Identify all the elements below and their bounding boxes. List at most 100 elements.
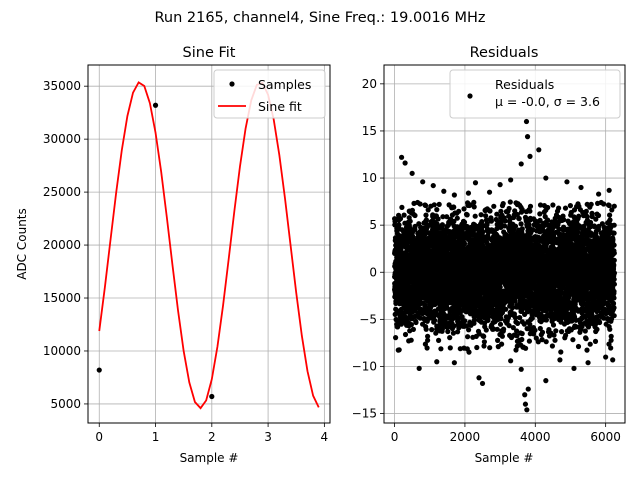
residual-point	[539, 329, 546, 335]
residual-point	[480, 229, 486, 235]
residual-point	[434, 207, 440, 213]
residual-point	[444, 305, 450, 311]
residual-point	[550, 202, 556, 208]
sine-fit-plot-area	[96, 81, 320, 410]
residual-point	[543, 339, 549, 345]
sample-point	[152, 102, 159, 108]
residual-point	[500, 201, 506, 207]
y-tick-label: 10000	[43, 344, 81, 358]
residuals-axes: Residuals 0 2000 4000 6000 −15−10−505101520…	[352, 45, 626, 465]
residual-point	[461, 206, 467, 212]
residual-point	[436, 201, 442, 207]
residual-point	[397, 216, 404, 222]
y-tick-label: 35000	[43, 79, 81, 93]
residual-point	[431, 202, 437, 208]
residual-point	[455, 329, 461, 335]
residual-point	[518, 221, 524, 227]
residual-point	[497, 321, 504, 327]
residual-point	[532, 327, 538, 333]
residual-point	[407, 218, 413, 224]
residual-point	[464, 323, 470, 329]
residual-point	[465, 334, 471, 340]
residual-point	[412, 223, 418, 229]
residual-point	[435, 216, 441, 222]
x-tick-label: 1	[152, 430, 160, 444]
residual-point	[526, 338, 533, 344]
y-tick-label: 25000	[43, 185, 81, 199]
residual-point	[545, 204, 551, 211]
residual-point	[438, 346, 444, 352]
residual-point	[497, 284, 503, 290]
sine-fit-xlabel: Sample #	[180, 451, 239, 465]
residual-point	[498, 316, 504, 322]
residual-point	[550, 322, 557, 328]
residual-point	[417, 201, 423, 207]
residual-point	[451, 218, 457, 224]
residual-point	[556, 205, 562, 211]
residual-point	[396, 347, 402, 353]
residual-point	[401, 212, 407, 218]
residual-point	[436, 337, 442, 343]
sine-fit-frame	[87, 64, 331, 424]
residual-point	[559, 329, 565, 335]
residual-point	[454, 215, 460, 221]
residual-point	[413, 319, 419, 326]
residual-point	[440, 214, 446, 220]
y-tick-label: 5000	[50, 397, 81, 411]
residual-point	[456, 208, 462, 214]
residual-point	[558, 349, 564, 355]
residual-point	[471, 317, 478, 323]
residual-point	[483, 213, 489, 219]
residual-point	[481, 333, 487, 339]
residual-point	[471, 204, 477, 210]
residual-point	[393, 335, 399, 341]
residual-point	[423, 202, 429, 209]
residual-point	[439, 222, 445, 228]
residual-point	[549, 343, 556, 349]
residual-point	[423, 212, 429, 218]
residual-point	[396, 222, 402, 228]
residual-point	[562, 205, 569, 211]
residual-point	[450, 330, 456, 336]
residual-point	[432, 317, 438, 323]
residual-point	[467, 202, 473, 208]
residual-point	[464, 212, 470, 218]
residual-point	[495, 337, 501, 343]
residual-point	[466, 327, 472, 333]
residual-point	[472, 213, 478, 219]
residual-point	[519, 226, 525, 232]
residual-point	[425, 337, 431, 343]
legend-samples-marker	[229, 81, 235, 87]
residual-point	[462, 318, 468, 324]
residual-point	[515, 320, 521, 326]
sine-fit-ylabel: ADC Counts	[15, 208, 29, 280]
x-tick-label: 0	[95, 430, 103, 444]
y-tick-label: 30000	[43, 132, 81, 146]
residual-point	[439, 326, 445, 332]
residual-point	[499, 333, 505, 339]
residual-point	[552, 337, 558, 343]
residual-point	[527, 203, 534, 209]
residual-point	[527, 208, 533, 214]
residual-point	[399, 204, 405, 210]
y-tick-label: 15000	[43, 291, 81, 305]
residual-point	[474, 344, 480, 351]
residual-point	[499, 341, 505, 347]
sample-point	[96, 367, 102, 373]
residual-point	[466, 349, 472, 355]
residual-point	[412, 212, 418, 219]
residual-point	[408, 337, 414, 343]
residual-point	[471, 199, 477, 205]
residual-point	[410, 326, 416, 332]
residual-point	[451, 323, 457, 329]
residual-point	[422, 341, 428, 347]
legend-samples-label: Samples	[258, 77, 311, 92]
figure-title: Run 2165, channel4, Sine Freq.: 19.0016 …	[154, 10, 485, 26]
residual-point	[481, 343, 487, 349]
residuals-title: Residuals	[470, 45, 539, 61]
residual-point	[429, 327, 435, 333]
residual-point	[523, 345, 529, 351]
residual-point	[481, 339, 487, 345]
